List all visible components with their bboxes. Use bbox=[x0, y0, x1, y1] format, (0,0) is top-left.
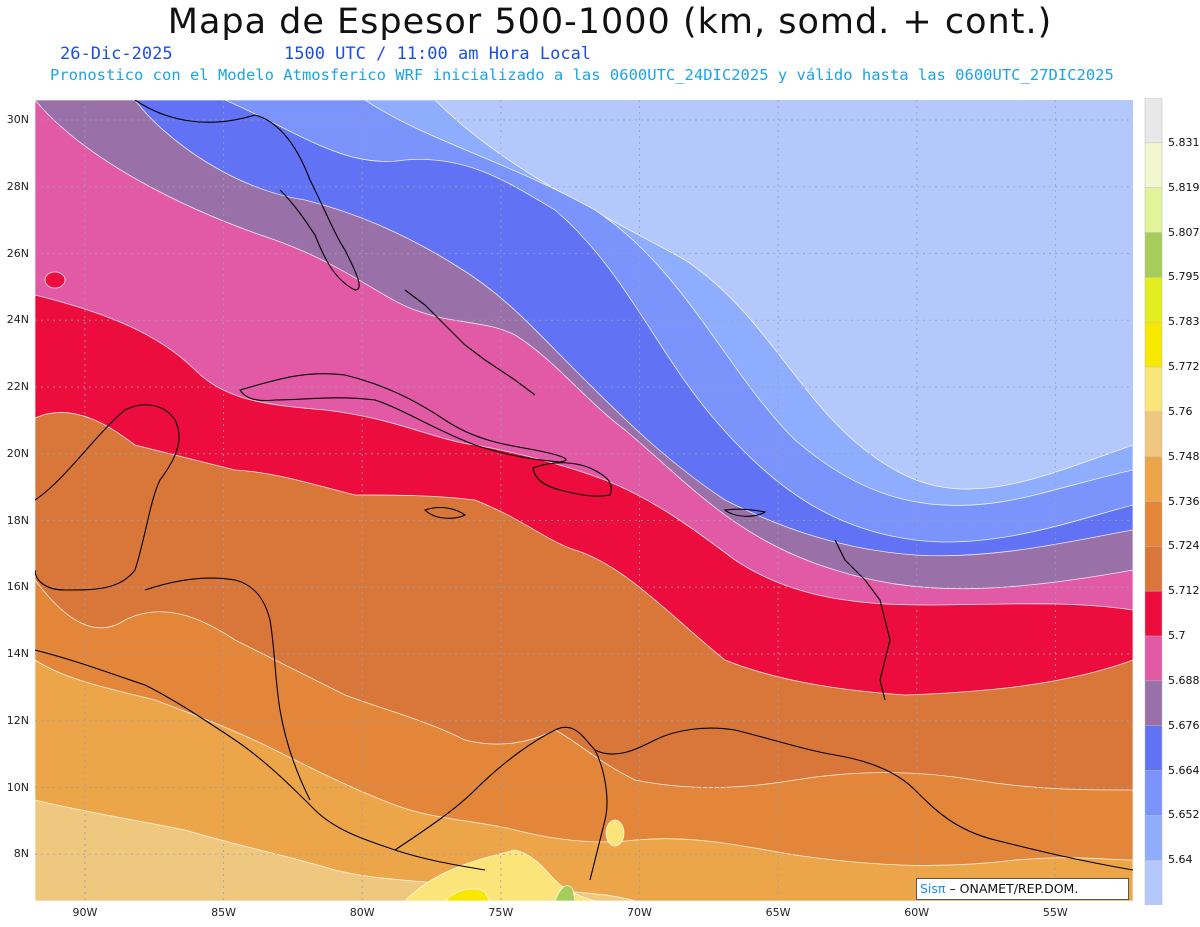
colorbar-label: 5.736 bbox=[1168, 494, 1200, 508]
colorbar-swatch bbox=[1144, 770, 1163, 817]
colorbar-label: 5.772 bbox=[1168, 360, 1200, 373]
colorbar-label: 5.795 bbox=[1168, 270, 1200, 284]
colorbar-label: 5.783 bbox=[1168, 315, 1200, 329]
colorbar-swatch bbox=[1144, 142, 1163, 189]
colorbar-swatch bbox=[1144, 187, 1163, 234]
colorbar-label: 5.831 bbox=[1168, 135, 1200, 149]
graticule bbox=[35, 100, 1133, 901]
forecast-description: Pronostico con el Modelo Atmosferico WRF… bbox=[50, 66, 1114, 84]
colorbar-swatch bbox=[1144, 546, 1163, 592]
forecast-date: 26-Dic-2025 bbox=[60, 44, 173, 64]
thickness-map bbox=[35, 100, 1133, 901]
coast-yucatan bbox=[35, 404, 180, 591]
coast-lesser-antilles bbox=[834, 539, 891, 701]
forecast-time: 1500 UTC / 11:00 am Hora Local bbox=[284, 44, 592, 64]
coast-hispaniola bbox=[532, 462, 612, 497]
band-5783 bbox=[444, 888, 491, 901]
lon-tick-label: 75W bbox=[488, 906, 514, 919]
coast-central-america bbox=[35, 649, 486, 871]
colorbar-swatch bbox=[1144, 277, 1163, 323]
colorbar-swatch bbox=[1144, 411, 1163, 458]
colorbar-swatch bbox=[1144, 590, 1163, 637]
colorbar-label: 5.724 bbox=[1168, 539, 1200, 553]
credit-text: – ONAMET/REP.DOM. bbox=[949, 881, 1079, 896]
colorbar-swatch bbox=[1144, 635, 1163, 682]
colorbar-label: 5.807 bbox=[1168, 225, 1200, 239]
coast-maracaibo bbox=[589, 749, 608, 881]
lon-tick-label: 90W bbox=[72, 906, 98, 919]
lon-tick-label: 60W bbox=[904, 906, 930, 919]
lat-tick-label: 24N bbox=[6, 313, 29, 327]
coast-cuba bbox=[239, 373, 567, 463]
lon-tick-label: 55W bbox=[1042, 906, 1068, 919]
colorbar-label: 5.712 bbox=[1168, 584, 1200, 598]
colorbar-swatch bbox=[1144, 859, 1163, 905]
sispi-logo: Sisπ bbox=[920, 881, 946, 896]
band-5795 bbox=[554, 885, 576, 901]
colorbar-label: 5.7 bbox=[1168, 629, 1186, 642]
lat-tick-label: 16N bbox=[6, 580, 29, 594]
lon-tick-label: 65W bbox=[765, 906, 791, 919]
coast-puerto-rico bbox=[723, 508, 767, 517]
lat-tick-label: 14N bbox=[6, 647, 29, 661]
lon-tick-label: 85W bbox=[211, 906, 236, 919]
lat-tick-label: 28N bbox=[6, 179, 29, 193]
coast-honduras bbox=[144, 577, 311, 801]
colorbar-label: 5.688 bbox=[1168, 673, 1200, 687]
colorbar-swatch bbox=[1144, 456, 1163, 503]
colorbar-swatch bbox=[1144, 98, 1163, 144]
colorbar-swatch bbox=[1144, 680, 1163, 727]
colorbar-label: 5.652 bbox=[1168, 808, 1200, 822]
colorbar-swatch bbox=[1144, 366, 1163, 413]
credit-box: Sisπ – ONAMET/REP.DOM. bbox=[916, 878, 1129, 900]
band-5772-pocket bbox=[605, 819, 625, 847]
lon-tick-label: 80W bbox=[349, 906, 375, 919]
lat-tick-label: 8N bbox=[13, 847, 29, 861]
colorbar-label: 5.819 bbox=[1168, 180, 1200, 194]
colorbar-swatch bbox=[1144, 725, 1163, 772]
colorbar bbox=[1144, 98, 1163, 905]
colorbar-swatch bbox=[1144, 321, 1163, 368]
coast-bahamas bbox=[404, 289, 536, 396]
colorbar-label: 5.64 bbox=[1168, 853, 1193, 867]
colorbar-swatch bbox=[1144, 815, 1163, 861]
coast-florida bbox=[134, 100, 360, 291]
colorbar-label: 5.676 bbox=[1168, 718, 1200, 732]
lat-tick-label: 10N bbox=[6, 780, 29, 794]
map-title: Mapa de Espesor 500-1000 (km, somd. + co… bbox=[167, 2, 1053, 42]
lat-tick-label: 30N bbox=[6, 113, 29, 127]
colorbar-label: 5.76 bbox=[1168, 404, 1193, 418]
band-5760 bbox=[35, 799, 636, 901]
lon-tick-label: 70W bbox=[627, 906, 652, 919]
lat-tick-label: 26N bbox=[6, 246, 29, 260]
colorbar-label: 5.664 bbox=[1168, 763, 1200, 777]
band-5712-pocket bbox=[44, 271, 66, 289]
coast-jamaica bbox=[423, 506, 467, 519]
lat-tick-label: 22N bbox=[6, 380, 29, 394]
colorbar-swatch bbox=[1144, 501, 1163, 548]
colorbar-swatch bbox=[1144, 232, 1163, 279]
coast-south-america bbox=[394, 726, 1133, 871]
lat-tick-label: 12N bbox=[6, 713, 29, 727]
lat-tick-label: 18N bbox=[6, 513, 29, 527]
coastlines bbox=[35, 100, 1133, 881]
lat-tick-label: 20N bbox=[6, 446, 29, 460]
colorbar-label: 5.748 bbox=[1168, 449, 1200, 463]
